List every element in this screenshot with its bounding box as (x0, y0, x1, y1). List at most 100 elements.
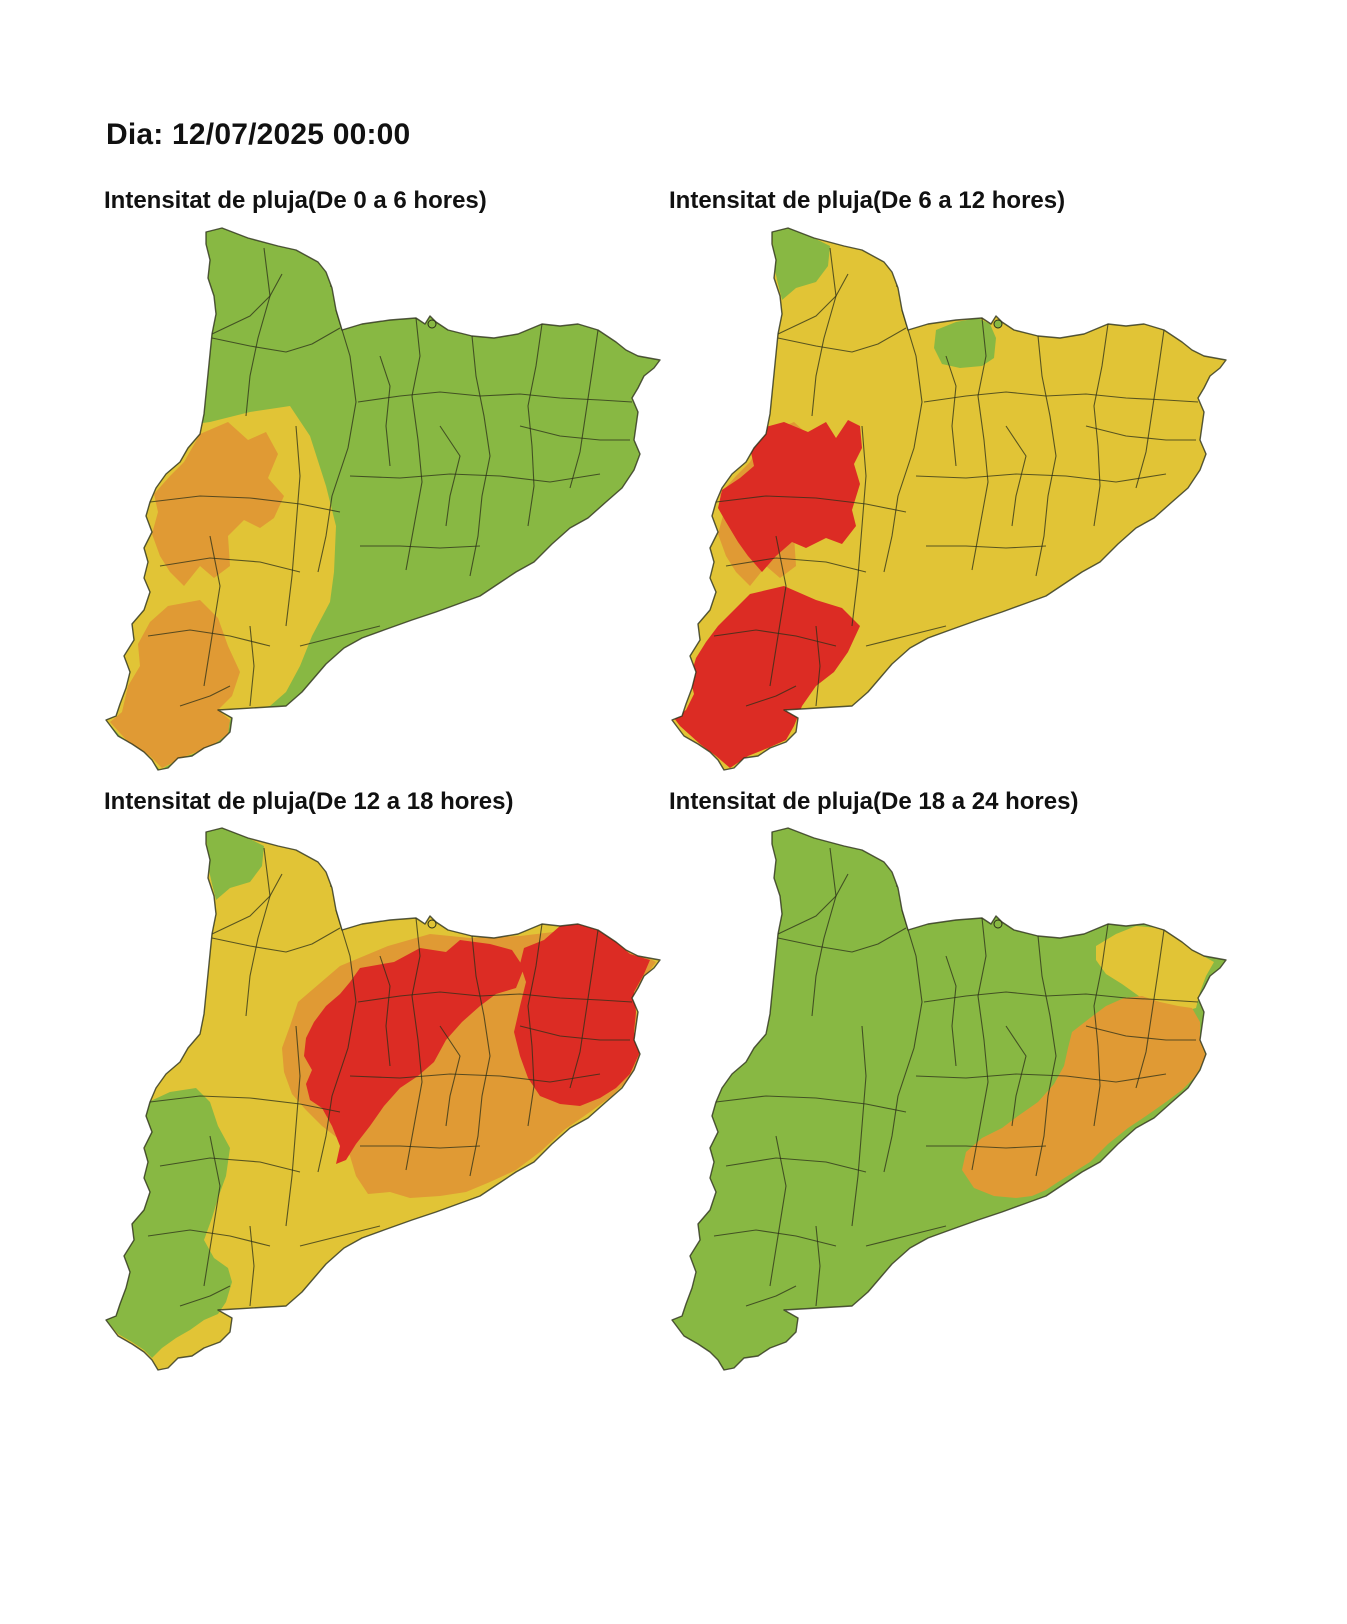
comarca-border (923, 391, 1199, 403)
comarca-border (777, 873, 849, 935)
llivia-enclave (993, 319, 1003, 329)
comarca-border (179, 1285, 231, 1307)
comarca-border (405, 317, 423, 571)
comarca-border (777, 927, 907, 953)
region-west-red (718, 420, 862, 572)
map-panel-18-24 (671, 827, 1227, 1371)
comarca-border (1035, 935, 1057, 1177)
comarca-border (777, 273, 849, 335)
panel-title-6-12: Intensitat de pluja(De 6 a 12 hores) (669, 187, 1066, 214)
comarca-border (945, 955, 957, 1067)
comarca-border (923, 991, 1199, 1003)
comarca-border (725, 1157, 867, 1173)
comarca-border (299, 625, 381, 647)
comarca-border (317, 309, 357, 573)
comarca-border (811, 847, 837, 1017)
comarca-border (405, 917, 423, 1171)
comarca-border (915, 1073, 1167, 1083)
comarca-border (971, 317, 989, 571)
comarca-border (379, 955, 391, 1067)
comarca-border (971, 917, 989, 1171)
comarca-border (865, 1225, 947, 1247)
llivia-enclave (427, 319, 437, 329)
comarca-border (945, 355, 957, 467)
comarca-border (715, 1095, 907, 1113)
map-panel-12-18 (105, 827, 661, 1371)
comarca-border (915, 473, 1167, 483)
comarca-border (527, 323, 543, 527)
comarca-border (149, 495, 341, 513)
comarca-border (211, 273, 283, 335)
comarca-border (379, 355, 391, 467)
comarca-border (519, 425, 630, 441)
comarca-border (211, 327, 341, 353)
comarca-border (883, 909, 923, 1173)
comarca-border (865, 625, 947, 647)
catalonia-outline (671, 227, 1227, 771)
comarca-border (360, 545, 481, 549)
comarca-border (203, 1135, 221, 1287)
comarca-border (249, 1225, 255, 1307)
comarca-border (329, 285, 401, 293)
comarca-border (317, 909, 357, 1173)
comarca-border (815, 1225, 821, 1307)
region-north-east-yellow (1096, 926, 1214, 1012)
comarca-border (769, 1135, 787, 1287)
comarca-border (149, 1095, 341, 1113)
comarca-border (285, 425, 301, 627)
date-title: Dia: 12/07/2025 00:00 (106, 118, 411, 151)
catalonia-outline (671, 827, 1227, 1371)
comarca-border (147, 1229, 271, 1247)
region-south-west-green (106, 1088, 232, 1358)
comarca-border (159, 557, 301, 573)
comarca-border (745, 685, 797, 707)
panel-title-12-18: Intensitat de pluja(De 12 a 18 hores) (104, 788, 514, 815)
comarca-border (883, 309, 923, 573)
comarca-border (469, 935, 491, 1177)
catalonia-outline (105, 827, 661, 1371)
comarca-border (745, 1285, 797, 1307)
comarca-border (713, 629, 837, 647)
llivia-enclave (993, 919, 1003, 929)
region-west-orange (152, 422, 284, 586)
comarca-border (360, 1145, 481, 1149)
comarca-border (211, 927, 341, 953)
comarca-border (519, 1025, 630, 1041)
comarca-border (769, 535, 787, 687)
comarca-border (159, 1157, 301, 1173)
comarca-border (713, 1229, 837, 1247)
comarca-border (469, 335, 491, 577)
comarca-border (179, 685, 231, 707)
comarca-border (777, 327, 907, 353)
comarca-border (1085, 425, 1196, 441)
comarca-border (299, 1225, 381, 1247)
panel-title-18-24: Intensitat de pluja(De 18 a 24 hores) (669, 788, 1079, 815)
comarca-border (329, 885, 401, 893)
comarca-border (725, 557, 867, 573)
comarca-border (926, 1145, 1047, 1149)
region-centre-red (304, 940, 524, 1164)
region-ripolles (934, 318, 996, 368)
comarca-border (1005, 425, 1027, 527)
comarca-border (527, 923, 543, 1127)
comarca-border (439, 425, 461, 527)
comarca-border (1035, 335, 1057, 577)
comarca-border (349, 473, 601, 483)
region-ebre-delta (110, 600, 240, 768)
comarca-border (357, 991, 633, 1003)
map-panel-6-12 (671, 227, 1227, 771)
comarca-border (1085, 1025, 1196, 1041)
region-base-green (672, 828, 1226, 1370)
comarca-border (895, 285, 967, 293)
catalonia-outline (105, 227, 661, 771)
comarca-border (245, 247, 271, 417)
comarca-border (851, 425, 867, 627)
comarca-border (569, 929, 599, 1089)
comarca-border (211, 873, 283, 935)
comarca-border (1135, 329, 1165, 489)
region-val-d-aran (772, 228, 830, 300)
comarca-border (147, 629, 271, 647)
comarca-border (811, 247, 837, 417)
map-panel-0-6 (105, 227, 661, 771)
comarca-border (851, 1025, 867, 1227)
